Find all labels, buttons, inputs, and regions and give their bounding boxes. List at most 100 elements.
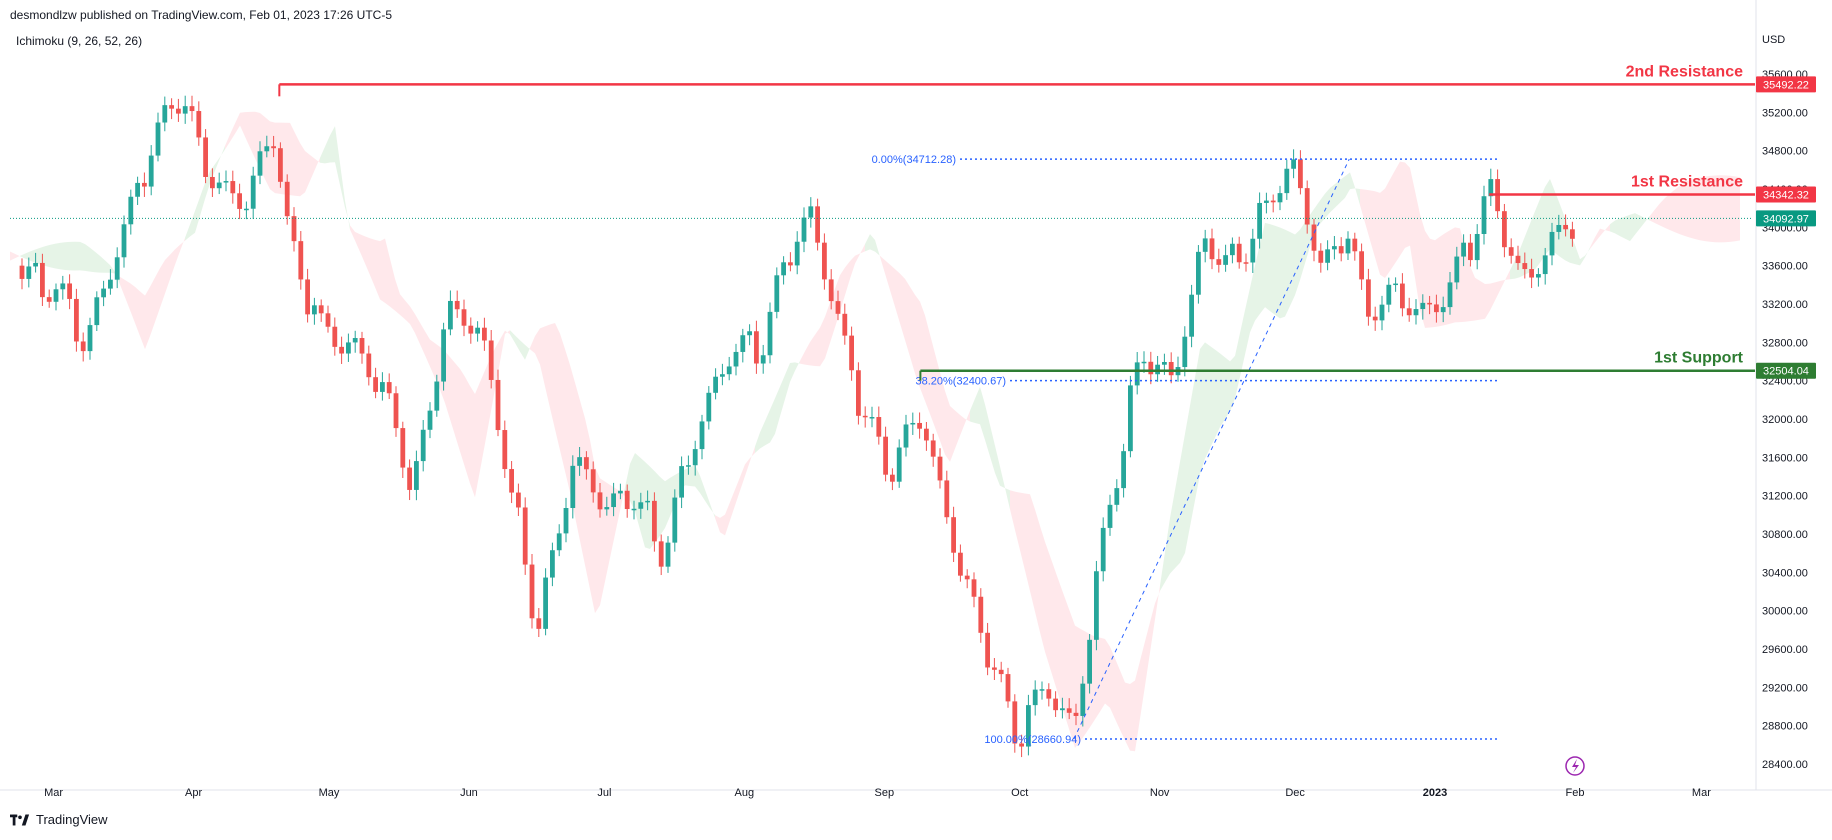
candle-up: [1100, 527, 1106, 572]
cloud-bearish: [750, 446, 755, 462]
cloud-bearish: [265, 117, 270, 190]
cloud-bearish: [1110, 646, 1115, 719]
candle-down: [1168, 361, 1174, 376]
cloud-bearish: [1665, 193, 1670, 231]
cloud-bearish: [1100, 637, 1105, 712]
cloud-bearish: [890, 264, 895, 307]
candle-down: [883, 436, 888, 475]
cloud-bullish: [1200, 342, 1205, 475]
time-tick-label: Dec: [1285, 787, 1305, 799]
cloud-bearish: [485, 358, 490, 444]
time-tick-label: Jun: [460, 787, 478, 799]
cloud-bearish: [1075, 625, 1080, 748]
candle-down: [366, 353, 372, 378]
cloud-bearish: [855, 253, 860, 264]
candle-down: [67, 283, 72, 299]
candle-down: [210, 176, 215, 189]
indicator-legend[interactable]: Ichimoku (9, 26, 52, 26): [16, 34, 143, 48]
cloud-bullish: [1610, 220, 1615, 234]
candle-down: [529, 564, 535, 619]
cloud-bearish: [715, 515, 720, 533]
candle-up: [1087, 639, 1092, 684]
cloud-bearish: [405, 300, 410, 324]
cloud-bullish: [1530, 211, 1535, 273]
cloud-bearish: [1130, 680, 1135, 752]
cloud-bearish: [1135, 660, 1140, 752]
price-tag: [1756, 76, 1816, 93]
cloud-bullish: [690, 465, 695, 487]
candle-down: [203, 137, 208, 177]
cloud-bearish: [1480, 280, 1485, 320]
candle-up: [257, 151, 263, 176]
cloud-bearish: [720, 514, 725, 536]
cloud-bearish: [1070, 611, 1075, 748]
cloud-bullish: [1525, 223, 1530, 275]
level-name-label: 2nd Resistance: [1626, 63, 1743, 80]
cloud-bullish: [340, 163, 345, 208]
cloud-bearish: [135, 286, 140, 337]
cloud-bearish: [400, 294, 405, 320]
candle-down: [1434, 304, 1439, 313]
candle-down: [393, 393, 399, 429]
cloud-bearish: [1390, 170, 1395, 271]
cloud-bearish: [140, 291, 145, 350]
cloud-bullish: [70, 241, 75, 271]
cloud-bullish: [665, 477, 670, 529]
cloud-bearish: [1700, 176, 1705, 242]
candle-down: [522, 507, 528, 565]
candle-up: [60, 283, 66, 290]
price-tick-label: 31600.00: [1762, 452, 1808, 464]
cloud-bearish: [250, 111, 255, 159]
candle-up: [1474, 234, 1480, 261]
cloud-bullish: [105, 260, 110, 273]
candle-up: [1189, 294, 1194, 337]
cloud-bearish: [1095, 636, 1100, 720]
candle-down: [318, 305, 324, 314]
cloud-bullish: [45, 244, 50, 268]
candle-down: [971, 579, 977, 597]
cloud-bearish: [1660, 197, 1665, 228]
cloud-bearish: [175, 244, 180, 265]
candle-up: [135, 182, 140, 197]
cloud-bearish: [540, 326, 545, 387]
cloud-bullish: [520, 340, 525, 360]
cloud-bearish: [1385, 179, 1390, 279]
cloud-bullish: [1510, 260, 1515, 280]
candle-down: [461, 309, 467, 326]
cloud-bullish: [795, 360, 800, 371]
candle-up: [420, 429, 426, 462]
candle-down: [1468, 242, 1473, 261]
candle-down: [1570, 229, 1575, 239]
cloud-bullish: [1190, 377, 1195, 527]
cloud-bullish: [755, 432, 760, 454]
cloud-bearish: [745, 457, 750, 476]
price-tag-label: 35492.22: [1763, 79, 1809, 91]
cloud-bullish: [1615, 218, 1620, 237]
cloud-bearish: [130, 283, 135, 324]
candle-down: [1066, 708, 1072, 713]
candle-down: [332, 326, 338, 347]
candle-down: [876, 417, 882, 437]
cloud-bearish: [1140, 641, 1145, 719]
candle-up: [665, 542, 671, 567]
cloud-bearish: [380, 238, 385, 303]
cloud-bullish: [1295, 229, 1300, 296]
cloud-bearish: [120, 276, 125, 298]
cloud-bearish: [425, 331, 430, 367]
candle-down: [1502, 211, 1507, 248]
cloud-bullish: [1245, 287, 1250, 355]
candle-down: [1243, 262, 1249, 264]
cloud-bearish: [885, 260, 890, 291]
candle-down: [1318, 250, 1324, 263]
cloud-bearish: [845, 261, 850, 296]
tradingview-logo[interactable]: TradingView: [10, 812, 108, 827]
candle-down: [978, 596, 984, 633]
cloud-bearish: [880, 255, 885, 274]
candle-up: [312, 305, 317, 315]
candle-up: [223, 181, 229, 183]
cloud-bearish: [1035, 509, 1040, 633]
cloud-bearish: [1475, 277, 1480, 321]
candle-up: [563, 508, 569, 534]
cloud-bearish: [465, 376, 470, 484]
